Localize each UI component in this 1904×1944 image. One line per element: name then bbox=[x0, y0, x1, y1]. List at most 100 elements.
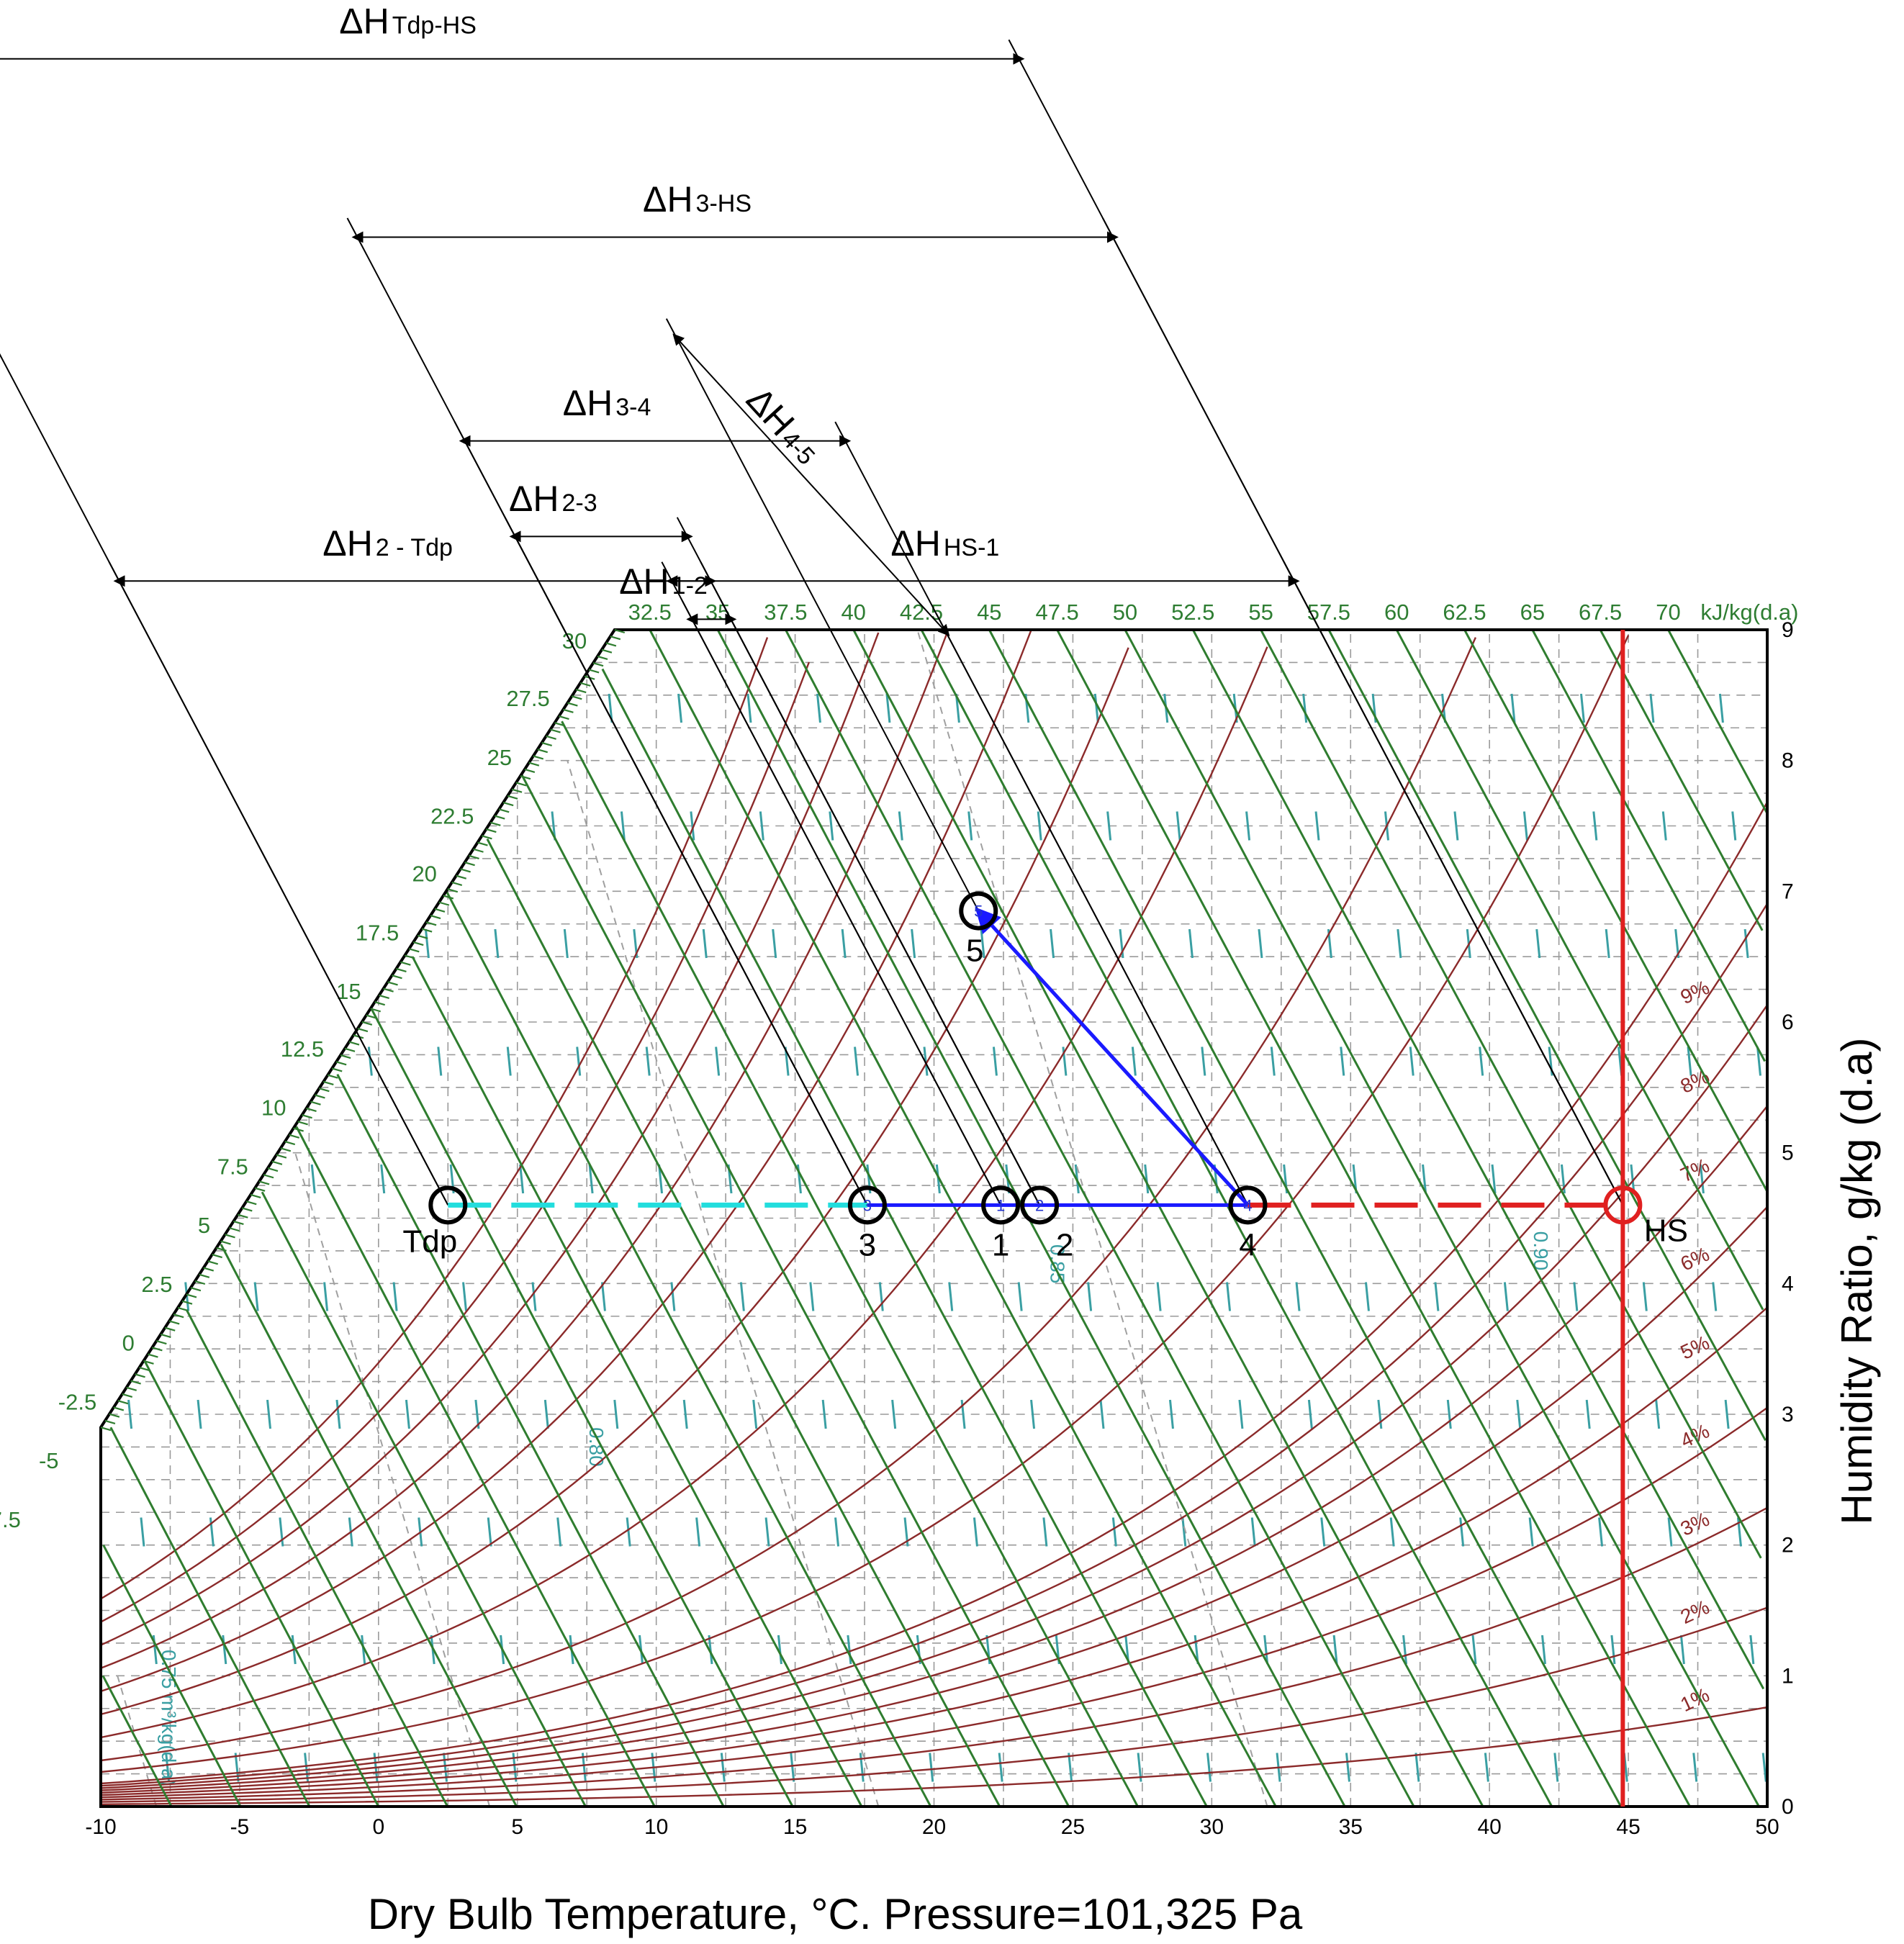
saturation-tick bbox=[245, 1201, 257, 1206]
saturation-tick bbox=[233, 1220, 244, 1225]
specific-volume-dash bbox=[1258, 928, 1263, 959]
enthalpy-line bbox=[785, 629, 1415, 1807]
specific-volume-dash bbox=[184, 1282, 190, 1311]
specific-volume-dash bbox=[1479, 1046, 1484, 1076]
saturation-tick bbox=[412, 941, 424, 946]
y-tick-label: 5 bbox=[1782, 1141, 1794, 1165]
specific-volume-dash bbox=[608, 693, 613, 723]
enthalpy-label: 2.5 bbox=[141, 1272, 172, 1297]
y-tick-label: 0 bbox=[1782, 1795, 1794, 1819]
saturation-tick bbox=[379, 994, 389, 999]
enthalpy-line bbox=[1599, 629, 1764, 931]
x-tick-label: 15 bbox=[783, 1815, 807, 1839]
specific-volume-label: 0.85 bbox=[1047, 1244, 1069, 1284]
specific-volume-dash bbox=[531, 1282, 537, 1311]
rh-curve bbox=[100, 1206, 1768, 1794]
specific-volume-dash bbox=[1320, 1517, 1326, 1547]
y-tick-label: 8 bbox=[1782, 749, 1794, 773]
rh-curve bbox=[100, 903, 1769, 1787]
specific-volume-dash bbox=[916, 1635, 921, 1665]
enthalpy-line bbox=[601, 668, 1208, 1807]
saturation-tick bbox=[263, 1174, 274, 1179]
saturation-tick bbox=[482, 835, 492, 840]
dimension-extension-line bbox=[661, 561, 1001, 1206]
saturation-tick bbox=[280, 1147, 292, 1152]
specific-volume-label: 0.80 bbox=[585, 1427, 608, 1467]
specific-volume-dash bbox=[1144, 1164, 1150, 1194]
specific-volume-dash bbox=[626, 1517, 631, 1547]
axis-tick-labels: -10-5051015202530354045500123456789-10-7… bbox=[0, 600, 1799, 1839]
saturation-tick bbox=[310, 1100, 321, 1106]
rh-label: 7% bbox=[1677, 1154, 1713, 1186]
specific-volume-dash bbox=[677, 693, 683, 723]
enthalpy-label: 70 bbox=[1656, 600, 1680, 625]
specific-volume-dash bbox=[1068, 1753, 1073, 1782]
y-tick-label: 4 bbox=[1782, 1272, 1794, 1296]
specific-volume-dash bbox=[140, 1517, 145, 1547]
specific-volume-dash bbox=[878, 1282, 884, 1311]
saturation-tick bbox=[361, 1021, 373, 1026]
specific-volume-dash bbox=[1491, 1164, 1497, 1194]
saturation-tick bbox=[392, 975, 402, 980]
rh-curve bbox=[100, 1306, 1768, 1796]
specific-volume-dash bbox=[1314, 811, 1320, 841]
saturation-tick bbox=[229, 1227, 240, 1232]
rh-curve bbox=[100, 1506, 1768, 1801]
dimension-label: ΔH Tdp-HS bbox=[339, 1, 477, 41]
specific-volume-dash bbox=[1106, 811, 1112, 841]
specific-volume-dash bbox=[746, 693, 752, 723]
saturation-tick bbox=[267, 1167, 279, 1172]
specific-volume-dash bbox=[948, 1282, 954, 1311]
saturation-tick bbox=[271, 1160, 283, 1165]
saturation-tick bbox=[511, 788, 523, 793]
specific-volume-dash bbox=[645, 1046, 651, 1076]
saturation-tick bbox=[186, 1293, 197, 1298]
enthalpy-line bbox=[1327, 629, 1767, 1442]
enthalpy-label: 12.5 bbox=[281, 1036, 324, 1062]
saturation-tick bbox=[546, 735, 556, 740]
specific-volume-dash bbox=[1377, 1399, 1383, 1429]
saturation-tick bbox=[520, 775, 531, 780]
saturation-tick bbox=[327, 1074, 338, 1079]
saturation-tick bbox=[456, 874, 467, 880]
saturation-tick bbox=[126, 1386, 137, 1391]
specific-volume-dash bbox=[361, 1635, 366, 1665]
specific-volume-dash bbox=[234, 1753, 240, 1782]
state-point-label: HS bbox=[1644, 1213, 1688, 1248]
enthalpy-label: 37.5 bbox=[764, 600, 807, 625]
specific-volume-dash bbox=[563, 928, 569, 959]
specific-volume-dash bbox=[462, 1282, 468, 1311]
enthalpy-label: -5 bbox=[39, 1448, 59, 1473]
dimension-extension-line bbox=[700, 561, 1041, 1206]
saturation-tick bbox=[425, 921, 437, 926]
specific-volume-dash bbox=[1749, 1635, 1755, 1665]
saturation-tick bbox=[340, 1054, 351, 1059]
saturation-tick bbox=[109, 1413, 120, 1418]
saturation-tick bbox=[405, 954, 415, 959]
specific-volume-dash bbox=[695, 1517, 701, 1547]
saturation-tick bbox=[160, 1333, 171, 1338]
specific-volume-dash bbox=[1415, 1753, 1420, 1782]
y-tick-label: 3 bbox=[1782, 1403, 1794, 1427]
specific-volume-dash bbox=[891, 1399, 897, 1429]
specific-volume-dash bbox=[885, 693, 891, 723]
enthalpy-line bbox=[1124, 629, 1760, 1807]
rh-curve bbox=[100, 1004, 1768, 1789]
specific-volume-dash bbox=[405, 1399, 410, 1429]
specific-volume-dash bbox=[1226, 1282, 1232, 1311]
specific-volume-dash bbox=[759, 811, 764, 841]
saturation-tick bbox=[156, 1340, 167, 1345]
specific-volume-dash bbox=[1263, 1635, 1269, 1665]
specific-volume-dash bbox=[973, 1517, 978, 1547]
specific-volume-dash bbox=[923, 1046, 929, 1076]
saturation-tick bbox=[216, 1247, 227, 1252]
specific-volume-dash bbox=[1270, 1046, 1276, 1076]
saturation-tick bbox=[190, 1287, 202, 1292]
rh-label: 9% bbox=[1677, 976, 1713, 1008]
dimension-label: ΔH 2-3 bbox=[509, 479, 597, 519]
specific-volume-dash bbox=[690, 811, 695, 841]
specific-volume-dash bbox=[165, 1753, 171, 1782]
dimension-extension-line bbox=[1283, 561, 1624, 1206]
rh-curve bbox=[100, 1606, 1768, 1803]
